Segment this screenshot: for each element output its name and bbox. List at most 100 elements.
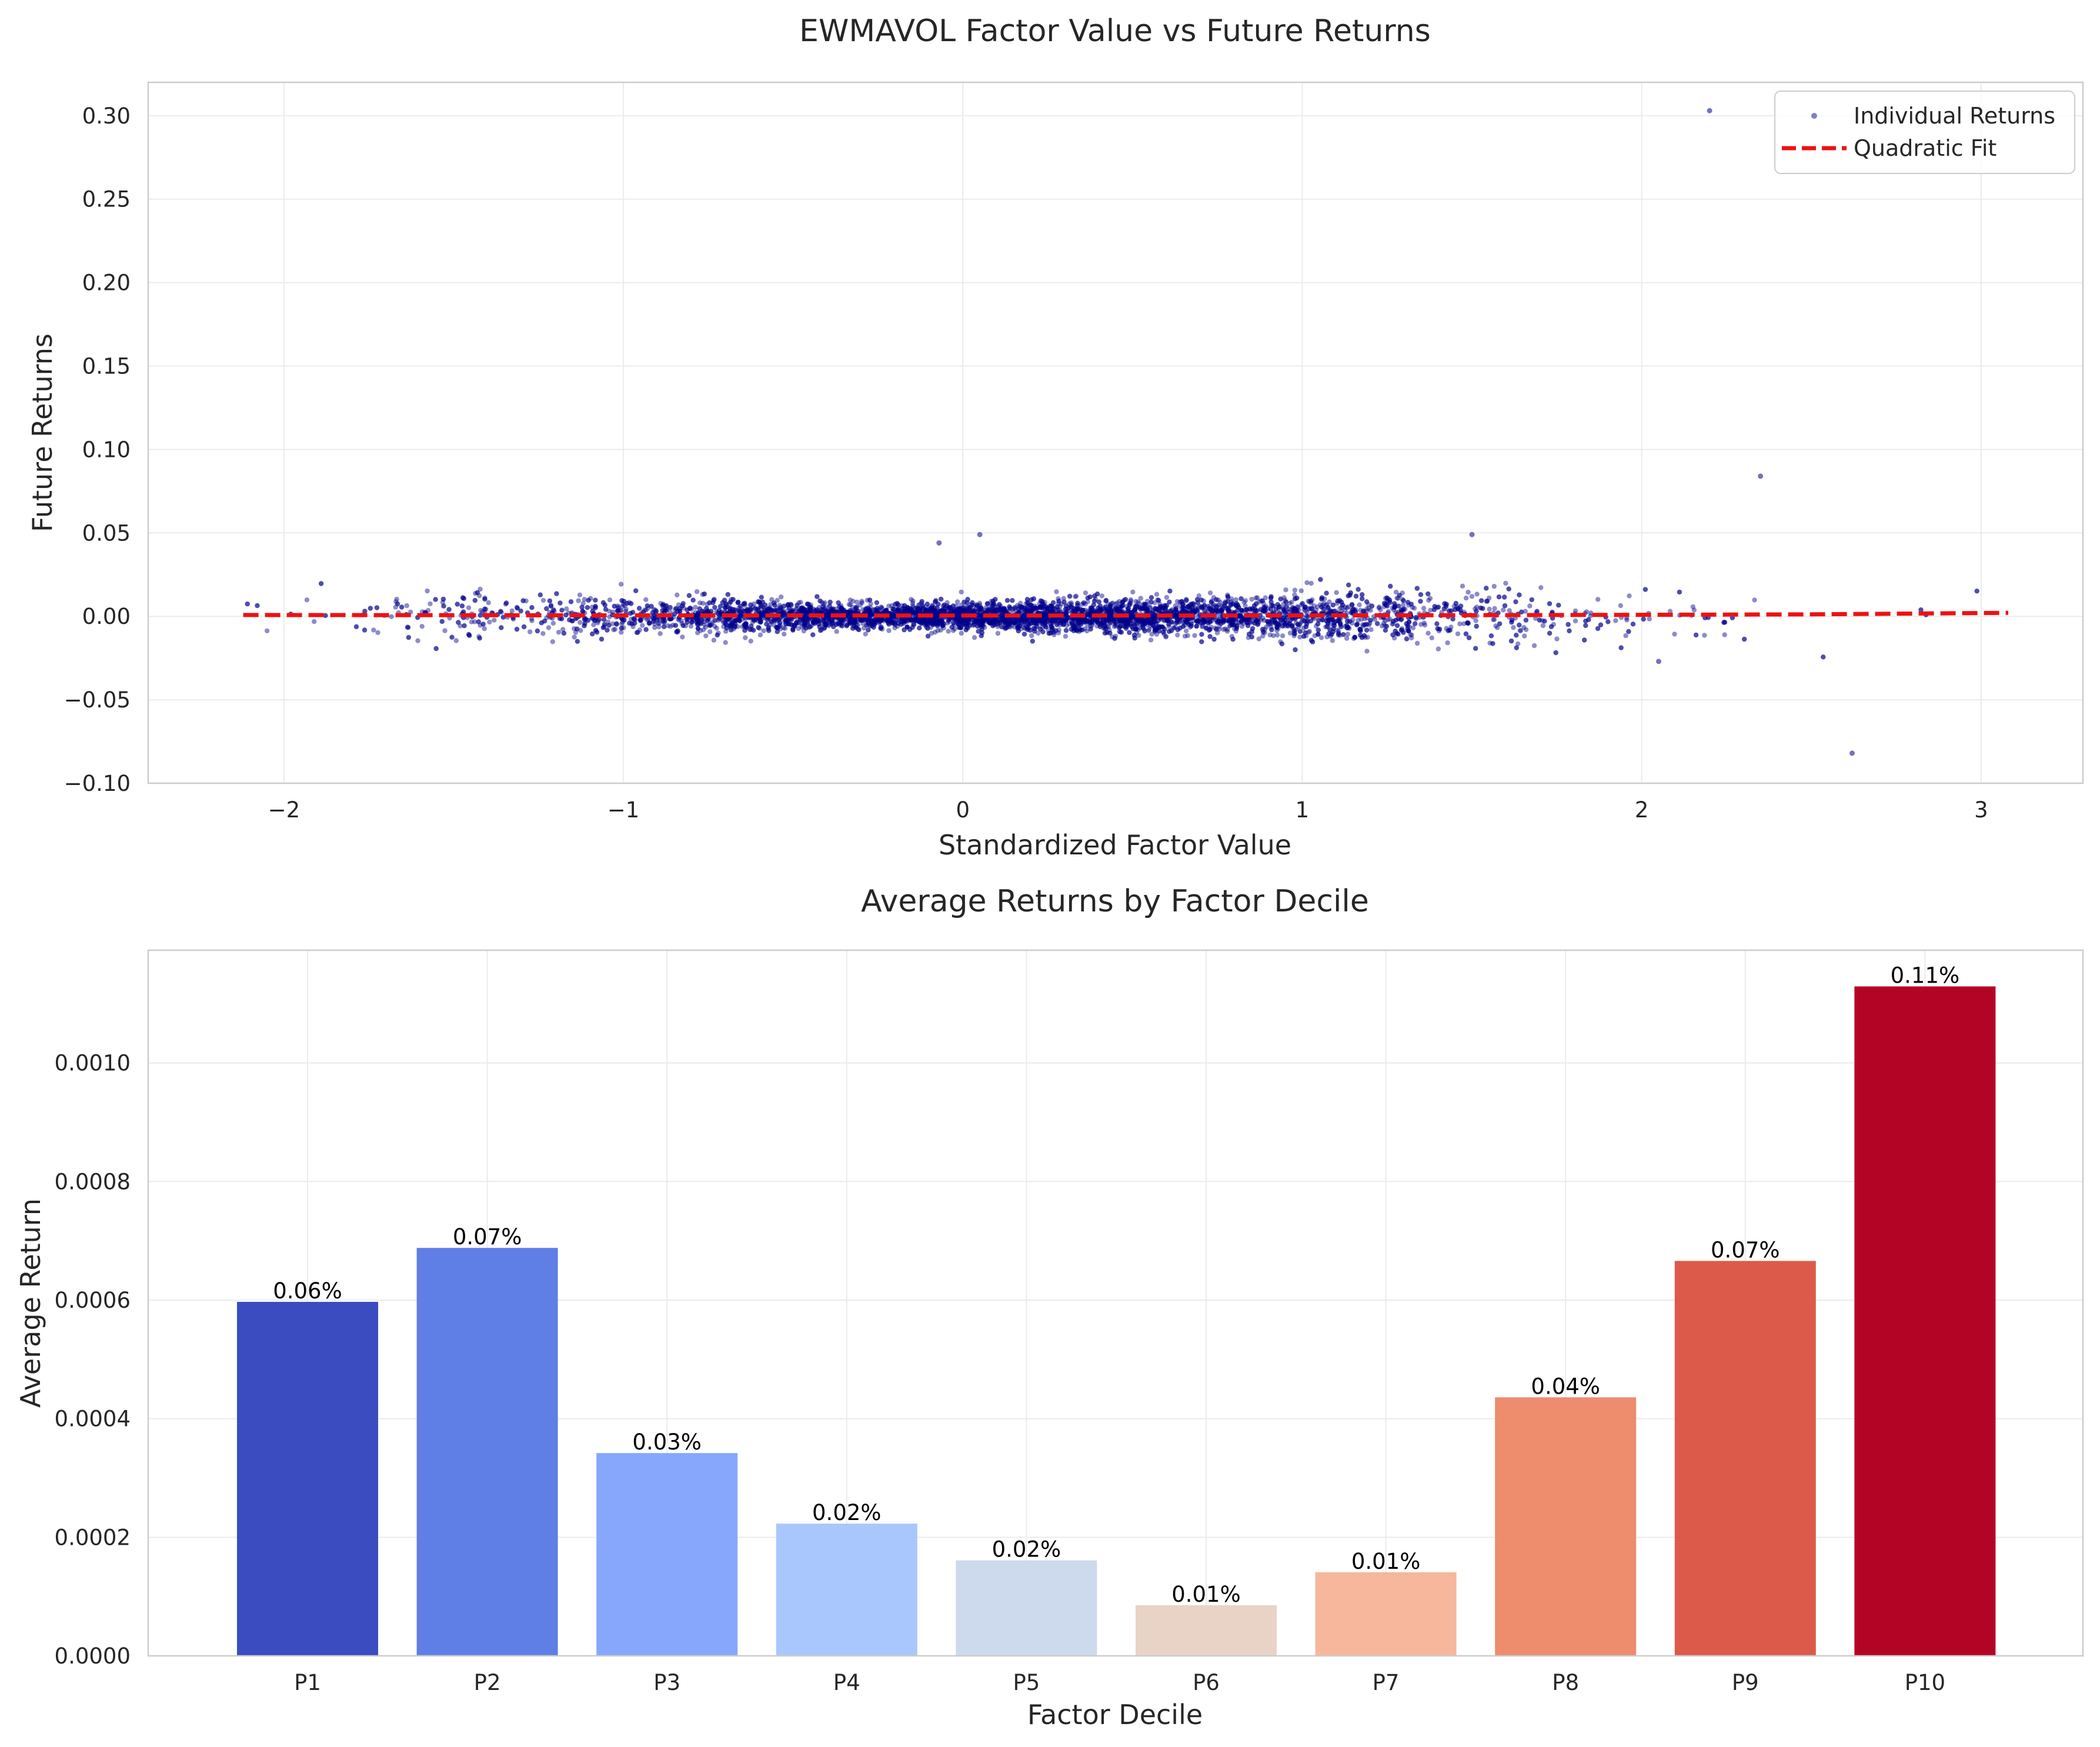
- scatter-point: [1161, 632, 1167, 637]
- scatter-point: [1554, 636, 1560, 642]
- scatter-point: [1547, 601, 1553, 606]
- scatter-point: [990, 600, 995, 606]
- scatter-point: [712, 617, 717, 623]
- scatter-point: [966, 606, 971, 612]
- scatter-point: [1295, 604, 1300, 609]
- scatter-point: [1321, 606, 1326, 612]
- scatter-point: [550, 639, 555, 644]
- scatter-point: [767, 622, 773, 627]
- scatter-point: [995, 621, 1001, 627]
- scatter-point: [1327, 608, 1333, 614]
- scatter-point: [1100, 620, 1106, 625]
- scatter-point: [912, 606, 918, 612]
- scatter-point: [492, 617, 497, 623]
- scatter-point: [606, 619, 611, 625]
- scatter-point: [1282, 623, 1288, 629]
- scatter-point: [939, 617, 944, 623]
- scatter-point: [1134, 604, 1140, 610]
- scatter-point: [693, 614, 699, 619]
- scatter-point: [767, 606, 772, 612]
- scatter-point: [1163, 634, 1168, 640]
- scatter-point: [823, 604, 828, 610]
- scatter-point: [612, 626, 618, 632]
- scatter-point: [1101, 606, 1107, 612]
- scatter-point: [769, 619, 775, 624]
- scatter-point: [1173, 620, 1178, 626]
- scatter-point: [1330, 617, 1335, 622]
- scatter-point: [1146, 618, 1151, 624]
- scatter-point: [896, 607, 901, 613]
- scatter-point: [1126, 618, 1131, 623]
- scatter-point: [1385, 596, 1391, 602]
- scatter-point: [910, 604, 916, 610]
- scatter-point: [1004, 619, 1009, 624]
- scatter-point: [860, 607, 866, 612]
- scatter-point: [1313, 607, 1319, 613]
- scatter-point: [1342, 607, 1347, 613]
- scatter-point: [1049, 624, 1054, 629]
- scatter-point: [1112, 636, 1117, 641]
- scatter-point: [1230, 601, 1236, 606]
- scatter-point: [446, 607, 452, 612]
- scatter-point: [1387, 616, 1393, 622]
- scatter-point: [929, 618, 935, 623]
- scatter-point: [564, 606, 569, 612]
- scatter-point: [1278, 639, 1283, 644]
- scatter-point: [750, 620, 756, 625]
- scatter-point: [962, 621, 967, 627]
- scatter-point: [1217, 627, 1222, 632]
- scatter-point: [592, 617, 598, 623]
- scatter-point: [1104, 620, 1109, 625]
- scatter-point: [1322, 596, 1327, 602]
- scatter-point: [1216, 619, 1221, 624]
- scatter-point: [1385, 609, 1391, 614]
- scatter-point: [1317, 602, 1323, 607]
- scatter-point: [1044, 615, 1050, 620]
- scatter-point: [1126, 605, 1131, 611]
- scatter-point: [914, 609, 920, 614]
- scatter-point: [1026, 625, 1031, 630]
- scatter-point: [811, 619, 816, 624]
- scatter-point: [1186, 622, 1191, 627]
- scatter-point: [601, 617, 607, 622]
- scatter-point: [1268, 624, 1274, 630]
- scatter-point: [1128, 599, 1134, 604]
- scatter-point: [1368, 607, 1373, 613]
- scatter-point: [1382, 623, 1387, 629]
- scatter-point: [588, 596, 593, 601]
- scatter-point: [805, 616, 810, 622]
- scatter-point: [1106, 612, 1112, 617]
- scatter-point: [1427, 596, 1433, 601]
- scatter-point: [1113, 623, 1119, 629]
- scatter-point: [1053, 606, 1058, 612]
- scatter-point: [406, 634, 411, 640]
- scatter-point: [939, 596, 944, 602]
- scatter-point: [808, 602, 814, 607]
- scatter-point: [1343, 623, 1348, 629]
- scatter-point: [1201, 598, 1206, 603]
- scatter-point: [245, 601, 250, 607]
- scatter-point: [1297, 629, 1303, 634]
- scatter-point: [934, 614, 940, 620]
- scatter-point: [930, 609, 936, 614]
- scatter-point: [1056, 601, 1061, 606]
- scatter-point: [714, 609, 719, 614]
- scatter-point: [1307, 599, 1312, 604]
- scatter-point: [1055, 620, 1060, 626]
- scatter-point: [750, 604, 756, 610]
- scatter-point: [1310, 609, 1316, 614]
- scatter-point: [529, 616, 535, 622]
- scatter-point: [1421, 620, 1427, 626]
- scatter-point: [1425, 591, 1431, 597]
- scatter-point: [595, 619, 600, 624]
- scatter-point: [929, 630, 934, 636]
- scatter-point: [616, 606, 621, 611]
- scatter-point: [1369, 603, 1375, 609]
- scatter-point: [1383, 602, 1388, 608]
- scatter-point: [890, 606, 896, 612]
- scatter-point: [1207, 634, 1213, 639]
- scatter-point: [945, 609, 951, 614]
- scatter-point: [1531, 643, 1537, 649]
- scatter-point: [1119, 630, 1124, 635]
- scatter-point: [1024, 600, 1030, 605]
